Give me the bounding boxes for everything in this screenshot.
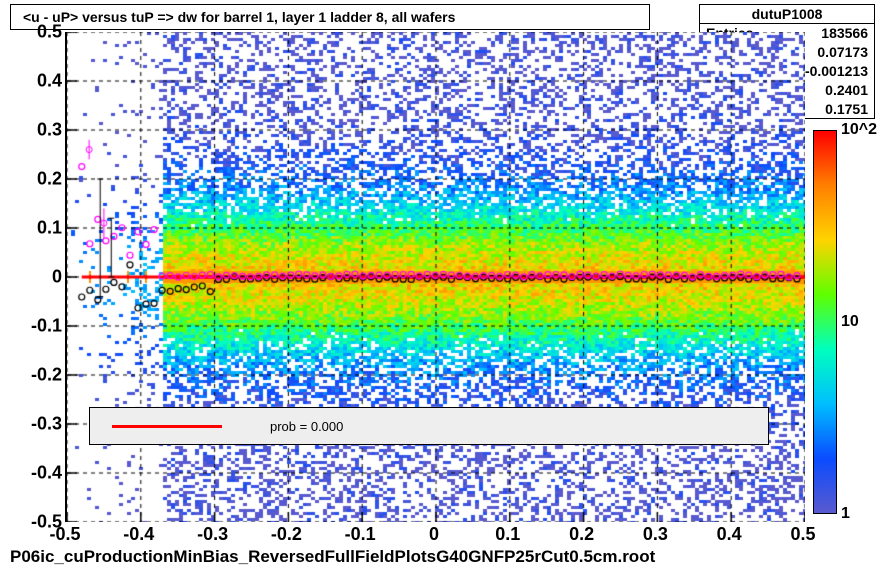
chart-title: <u - uP> versus tuP => dw for barrel 1, … <box>23 9 455 25</box>
colorbar-labels: 10^2 10 1 <box>839 130 875 514</box>
y-tick-label: -0.4 <box>10 463 62 484</box>
y-tick-label: -0.2 <box>10 365 62 386</box>
stats-meanx-value: 0.07173 <box>817 43 868 62</box>
plot-area: prob = 0.000 <box>65 32 803 522</box>
colorbar-tick-low: 1 <box>841 505 850 523</box>
footer-filename: P06ic_cuProductionMinBias_ReversedFullFi… <box>10 547 655 567</box>
x-tick-label: 0 <box>429 524 439 545</box>
x-axis-labels: -0.5-0.4-0.3-0.2-0.100.10.20.30.40.5 <box>65 522 803 546</box>
stats-meany-value: -0.001213 <box>805 62 868 81</box>
colorbar-tick-high: 10^2 <box>841 121 877 139</box>
heatmap-canvas <box>67 32 805 522</box>
stats-rmsx-value: 0.2401 <box>825 81 868 100</box>
x-tick-label: -0.1 <box>345 524 376 545</box>
legend-fit-line <box>112 425 222 428</box>
y-tick-label: 0 <box>10 267 62 288</box>
chart-container: <u - uP> versus tuP => dw for barrel 1, … <box>0 0 885 569</box>
x-tick-label: -0.5 <box>49 524 80 545</box>
x-tick-label: 0.1 <box>495 524 520 545</box>
stats-rmsy-value: 0.1751 <box>825 100 868 119</box>
stats-entries-value: 183566 <box>821 24 868 43</box>
x-tick-label: -0.3 <box>197 524 228 545</box>
x-tick-label: -0.2 <box>271 524 302 545</box>
y-tick-label: 0.4 <box>10 71 62 92</box>
y-tick-label: 0.5 <box>10 22 62 43</box>
y-tick-label: 0.1 <box>10 218 62 239</box>
chart-title-box: <u - uP> versus tuP => dw for barrel 1, … <box>10 4 650 30</box>
legend-text: prob = 0.000 <box>270 419 343 434</box>
colorbar <box>813 130 837 514</box>
colorbar-tick-mid: 10 <box>841 313 859 331</box>
y-tick-label: 0.2 <box>10 169 62 190</box>
x-tick-label: 0.4 <box>717 524 742 545</box>
x-tick-label: 0.5 <box>790 524 815 545</box>
y-tick-label: -0.3 <box>10 414 62 435</box>
x-tick-label: -0.4 <box>123 524 154 545</box>
legend-box: prob = 0.000 <box>89 407 769 445</box>
x-tick-label: 0.3 <box>643 524 668 545</box>
y-axis-labels: -0.5-0.4-0.3-0.2-0.100.10.20.30.40.5 <box>10 32 62 522</box>
x-tick-label: 0.2 <box>569 524 594 545</box>
stats-name: dutuP1008 <box>700 5 874 24</box>
y-tick-label: 0.3 <box>10 120 62 141</box>
y-tick-label: -0.1 <box>10 316 62 337</box>
